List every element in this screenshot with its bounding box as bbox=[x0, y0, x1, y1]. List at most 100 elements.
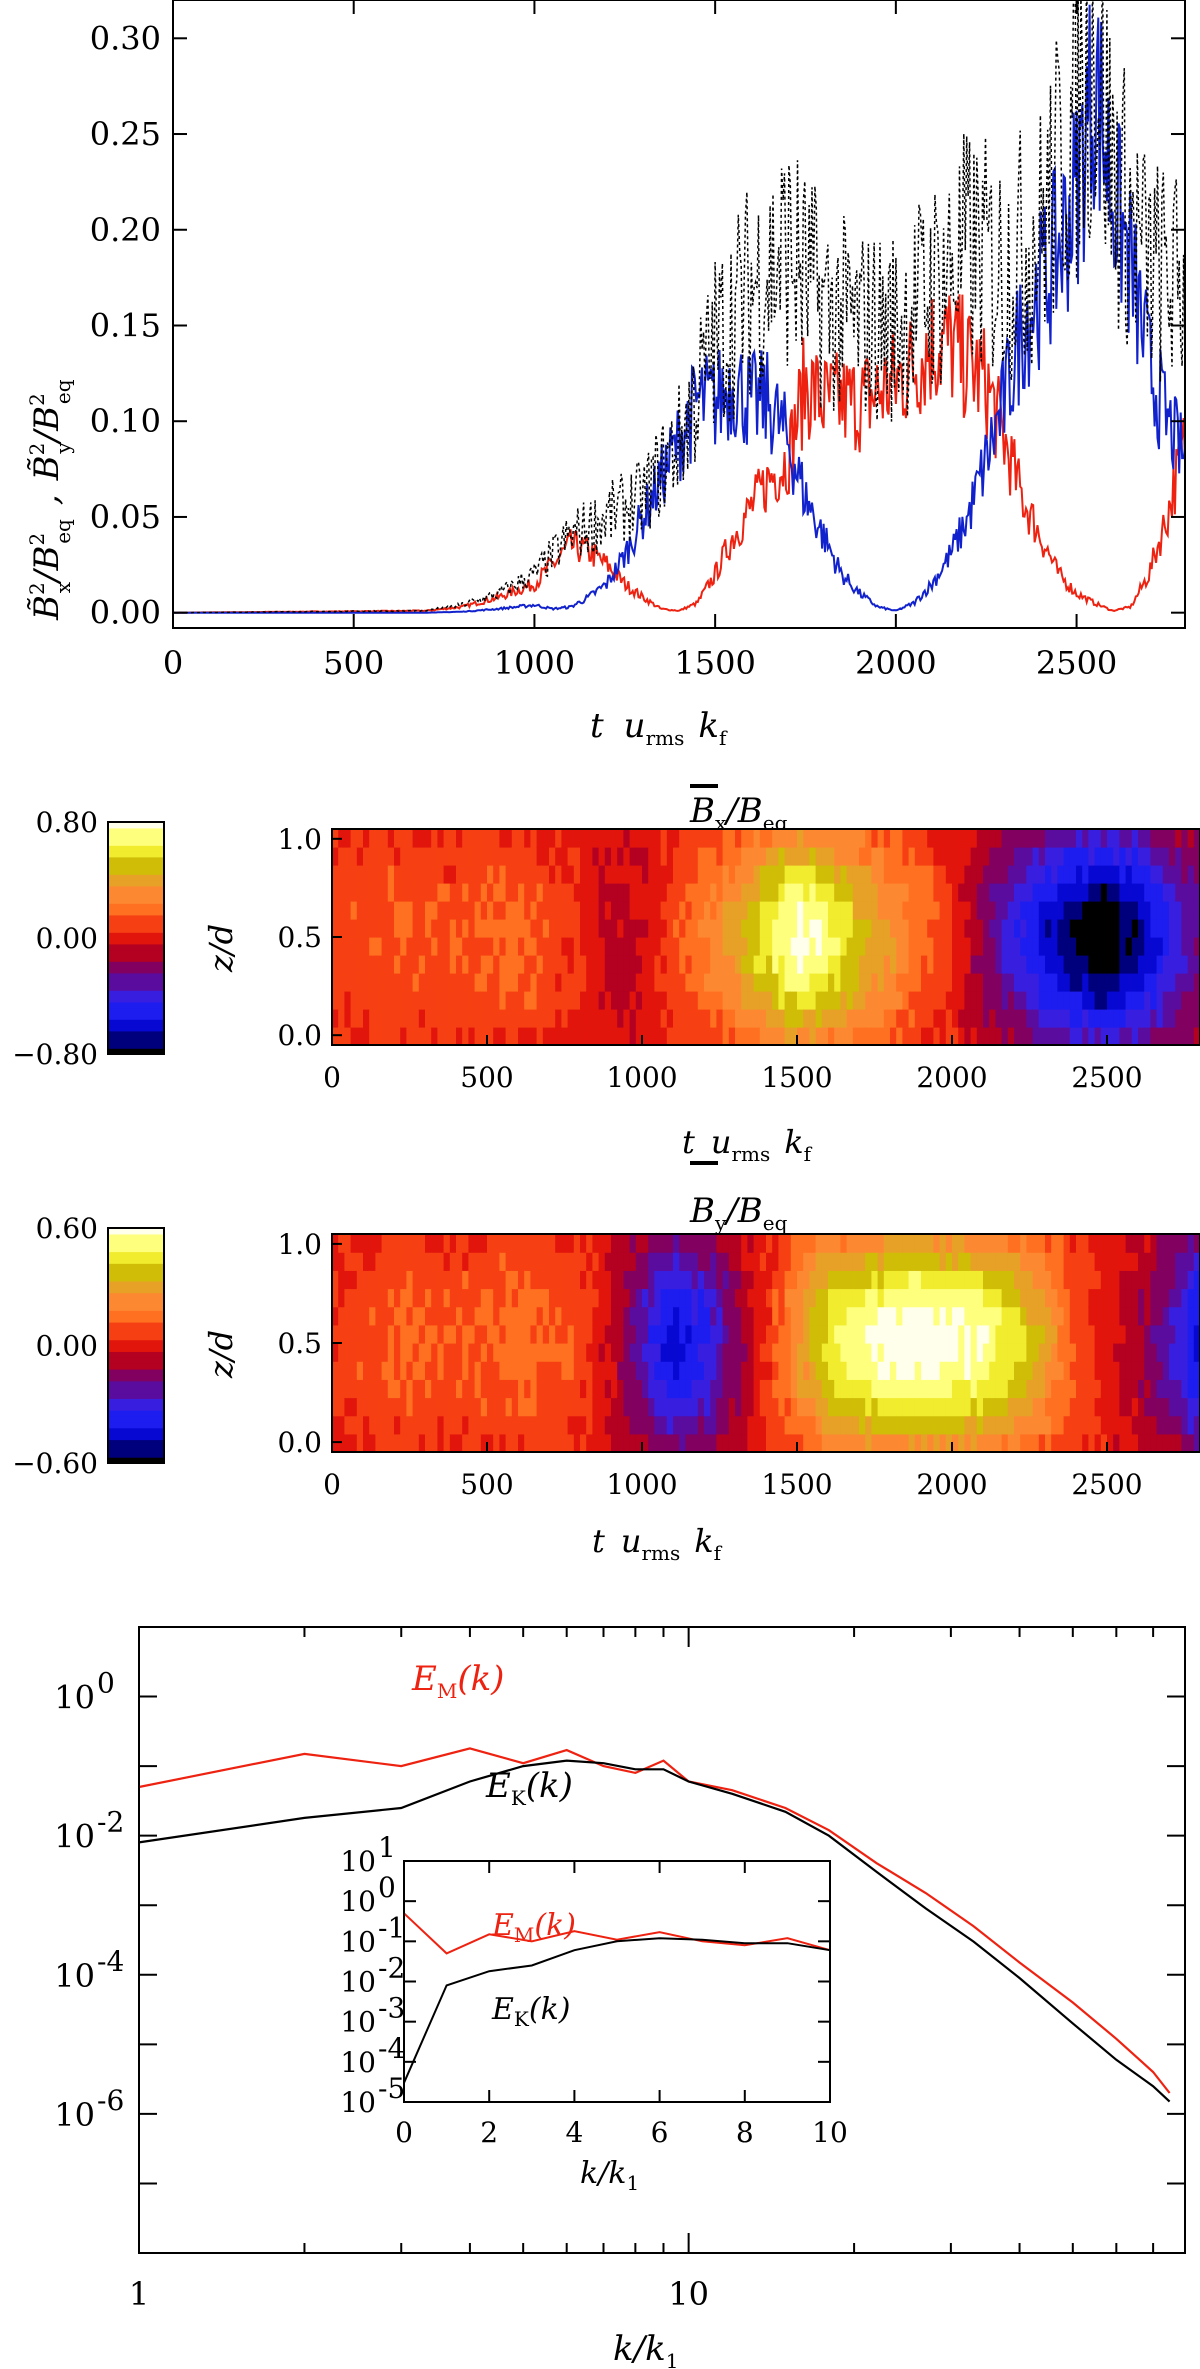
heat-cell bbox=[846, 829, 854, 848]
heat-cell bbox=[914, 1234, 922, 1253]
heat-cell bbox=[728, 991, 736, 1010]
heat-cell bbox=[685, 1288, 693, 1308]
heat-cell bbox=[759, 1433, 767, 1453]
heat-cell bbox=[1187, 1306, 1195, 1326]
heat-cell bbox=[1063, 901, 1071, 920]
heat-cell bbox=[722, 1324, 730, 1344]
heat-cell bbox=[604, 829, 612, 848]
heat-cell bbox=[412, 937, 420, 956]
by-heatmap-x-ticks: 0 500 1000 1500 2000 2500 bbox=[323, 1442, 1143, 1501]
heat-cell bbox=[363, 1027, 370, 1046]
heat-cell bbox=[474, 1415, 482, 1435]
heat-cell bbox=[1156, 1234, 1164, 1253]
heat-cell bbox=[635, 901, 643, 920]
heat-cell bbox=[815, 1361, 823, 1380]
heat-cell bbox=[1063, 1433, 1071, 1453]
heat-cell bbox=[635, 1379, 643, 1399]
heat-cell bbox=[586, 829, 593, 848]
heat-cell bbox=[846, 937, 854, 956]
heat-cell bbox=[1007, 1252, 1015, 1271]
heat-cell bbox=[803, 1379, 810, 1399]
heat-cell bbox=[983, 1415, 990, 1435]
heat-cell bbox=[524, 1379, 531, 1399]
heat-cell bbox=[685, 847, 693, 866]
heat-cell bbox=[449, 937, 457, 956]
heat-cell bbox=[381, 1009, 389, 1028]
heat-cell bbox=[1069, 1306, 1077, 1326]
heat-cell bbox=[561, 955, 569, 974]
heat-cell bbox=[772, 829, 779, 848]
heat-cell bbox=[629, 1343, 637, 1362]
heat-cell bbox=[1063, 955, 1071, 974]
heat-cell bbox=[1162, 1270, 1170, 1290]
heat-cell bbox=[766, 973, 773, 992]
heat-cell bbox=[1100, 901, 1108, 920]
time-series-xlabel: t urms kf bbox=[590, 706, 728, 750]
heat-cell bbox=[883, 1379, 891, 1399]
heat-cell bbox=[400, 973, 407, 992]
heat-cell bbox=[803, 847, 810, 866]
heat-cell bbox=[635, 865, 643, 884]
heat-cell bbox=[753, 991, 761, 1010]
heat-cell bbox=[890, 1415, 897, 1435]
heat-cell bbox=[573, 1379, 581, 1399]
heat-cell bbox=[369, 1361, 376, 1380]
heat-cell bbox=[1069, 919, 1077, 938]
heat-cell bbox=[549, 865, 556, 884]
heat-cell bbox=[332, 1433, 339, 1453]
heat-cell bbox=[375, 973, 383, 992]
heat-cell bbox=[710, 1288, 717, 1308]
heat-cell bbox=[927, 1433, 934, 1453]
heat-cell bbox=[834, 1433, 841, 1453]
heat-cell bbox=[580, 1252, 587, 1271]
heat-cell bbox=[772, 1415, 779, 1435]
heat-cell bbox=[747, 991, 755, 1010]
heat-cell bbox=[654, 1027, 662, 1046]
heat-cell bbox=[840, 1379, 848, 1399]
heat-cell bbox=[989, 1270, 996, 1290]
heat-cell bbox=[983, 1270, 990, 1290]
heat-cell bbox=[846, 1306, 854, 1326]
heat-cell bbox=[815, 1270, 823, 1290]
heat-cell bbox=[1138, 991, 1145, 1010]
heat-cell bbox=[673, 1288, 680, 1308]
heat-cell bbox=[480, 901, 488, 920]
heat-cell bbox=[685, 901, 693, 920]
heat-cell bbox=[406, 1027, 414, 1046]
heat-cell bbox=[1100, 937, 1108, 956]
heat-cell bbox=[840, 937, 848, 956]
heat-cell bbox=[555, 937, 562, 956]
heat-cell bbox=[741, 1306, 748, 1326]
heat-cell bbox=[995, 829, 1003, 848]
heat-cell bbox=[710, 865, 717, 884]
heat-cell bbox=[1007, 973, 1015, 992]
heat-cell bbox=[493, 937, 500, 956]
heat-cell bbox=[406, 1234, 414, 1253]
heat-cell bbox=[797, 1252, 804, 1271]
heat-cell bbox=[945, 1361, 953, 1380]
heat-cell bbox=[815, 847, 823, 866]
heat-cell bbox=[735, 883, 742, 902]
heat-cell bbox=[784, 829, 792, 848]
heat-cell bbox=[1187, 829, 1195, 848]
heat-cell bbox=[518, 1306, 525, 1326]
heat-cell bbox=[1144, 919, 1151, 938]
heat-cell bbox=[332, 1288, 339, 1308]
heat-cell bbox=[332, 937, 339, 956]
heat-cell bbox=[536, 955, 544, 974]
heat-cell bbox=[617, 829, 624, 848]
heat-cell bbox=[1001, 865, 1009, 884]
heat-cell bbox=[778, 1343, 786, 1362]
heat-cell bbox=[691, 1288, 699, 1308]
heat-cell bbox=[772, 1288, 779, 1308]
heat-cell bbox=[970, 829, 978, 848]
heat-cell bbox=[778, 1433, 786, 1453]
heat-cell bbox=[505, 901, 513, 920]
heat-cell bbox=[704, 973, 711, 992]
heat-cell bbox=[654, 829, 662, 848]
heat-cell bbox=[1144, 1027, 1151, 1046]
heat-cell bbox=[896, 1361, 903, 1380]
heat-cell bbox=[387, 991, 395, 1010]
heat-cell bbox=[635, 829, 643, 848]
heat-cell bbox=[890, 1270, 897, 1290]
